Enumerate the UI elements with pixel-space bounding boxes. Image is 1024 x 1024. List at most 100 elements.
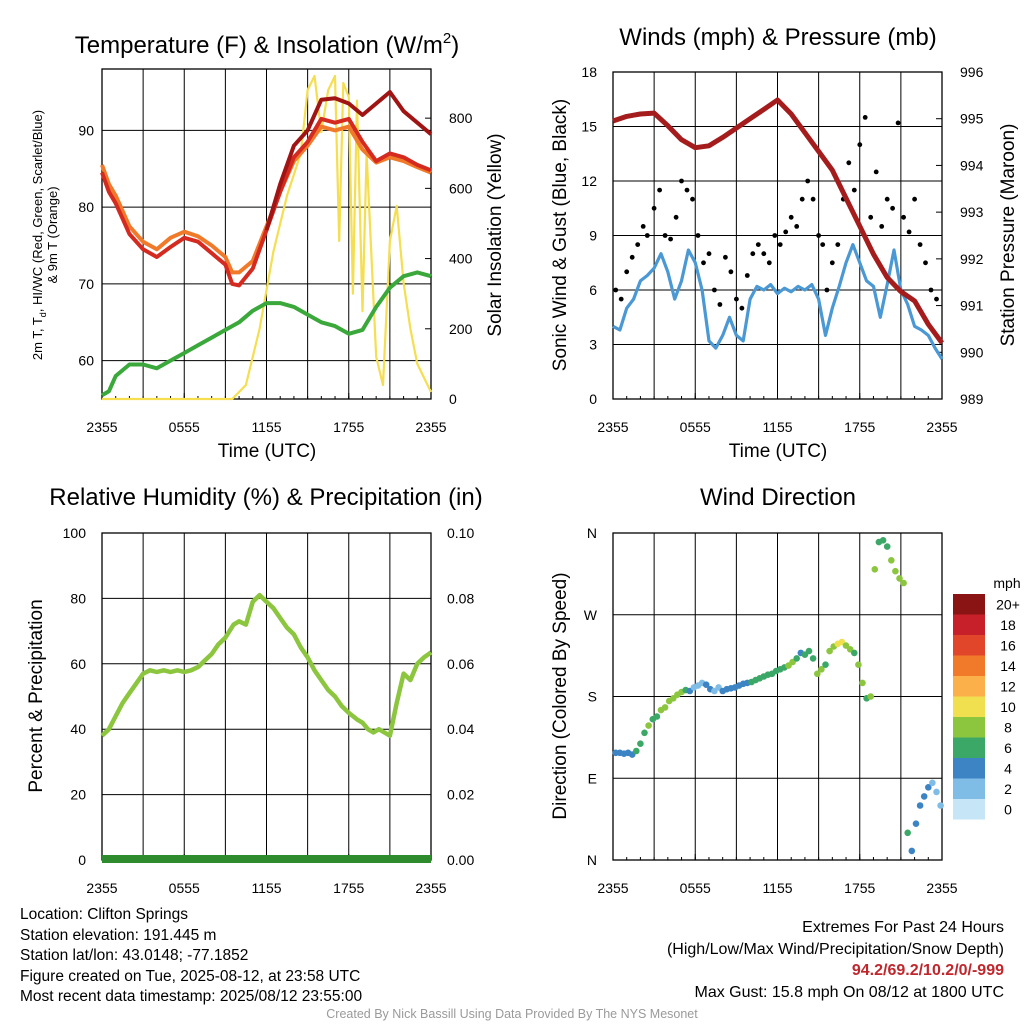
gust-point <box>846 160 852 166</box>
y-tick-label: N <box>587 852 597 868</box>
x-tick-label: 1755 <box>844 880 875 896</box>
speed-colorbar: 0 2 4 6 8 10 12 14 16 18 20+ <box>953 594 1020 820</box>
gust-point <box>734 296 739 302</box>
gust-point <box>923 260 928 266</box>
y-tick-label: 0 <box>78 852 86 868</box>
colorbar-label: 12 <box>1000 678 1016 694</box>
colorbar-swatch <box>953 635 985 656</box>
y2-tick-label: 0.02 <box>447 787 474 803</box>
colorbar-swatch <box>953 758 985 779</box>
gust-point <box>706 251 712 257</box>
gust-point <box>618 296 624 302</box>
insolation-ylabel: Solar Insolation (Yellow) <box>485 133 506 336</box>
y2-tick-label: 0.06 <box>447 656 474 672</box>
direction-point <box>920 793 928 800</box>
direction-point <box>814 670 821 678</box>
direction-point <box>929 779 936 787</box>
y2-tick-label: 0.10 <box>447 525 474 541</box>
gust-point <box>928 287 934 293</box>
temperature-ylabel-line2: & 9m T (Orange) <box>45 186 60 283</box>
y-tick-label: 70 <box>78 276 94 292</box>
gust-point <box>668 236 673 242</box>
gust-point <box>629 254 635 260</box>
direction-point <box>637 740 644 747</box>
gust-point <box>651 205 657 211</box>
direction-panel-title: Wind Direction <box>700 484 856 511</box>
gust-point <box>673 214 679 220</box>
temperature-plot-area: 2355 0555 1155 1755 2355 60 70 80 90 0 200 400 600 80… <box>78 68 473 435</box>
gust-point <box>717 302 723 307</box>
extremes-legend: (High/Low/Max Wind/Precipitation/Snow De… <box>666 940 1004 958</box>
gust-point <box>901 214 906 220</box>
y2-tick-label: 800 <box>449 110 473 126</box>
direction-point <box>851 649 858 657</box>
colorbar-label: 2 <box>1004 781 1012 797</box>
x-tick-label: 2355 <box>926 419 957 435</box>
gust-point <box>857 142 863 148</box>
station-latlon: Station lat/lon: 43.0148; -77.1852 <box>20 947 249 964</box>
colorbar-swatch <box>953 676 985 697</box>
gust-point <box>755 242 761 248</box>
station-location: Location: Clifton Springs <box>20 906 189 923</box>
direction-point <box>888 557 895 564</box>
gust-point <box>690 196 695 202</box>
colorbar-swatch <box>953 655 985 676</box>
gust-point <box>640 224 646 229</box>
direction-point <box>908 847 916 855</box>
gust-point <box>873 169 879 175</box>
y-tick-label: N <box>587 525 597 541</box>
direction-point <box>871 566 879 573</box>
gust-point <box>810 196 816 202</box>
gust-point <box>662 233 668 238</box>
colorbar-swatch <box>953 717 985 738</box>
y-tick-label: 12 <box>581 173 597 189</box>
x-tick-label: 2355 <box>597 419 628 435</box>
y-tick-label: 80 <box>70 590 86 606</box>
direction-point <box>912 820 920 827</box>
y2-tick-label: 996 <box>960 64 984 80</box>
colorbar-label: 6 <box>1004 740 1012 756</box>
direction-point <box>805 647 813 655</box>
extremes-box: Extremes For Past 24 Hours (High/Low/Max… <box>667 917 1004 1003</box>
direction-point <box>859 679 866 687</box>
y-tick-label: W <box>584 607 598 623</box>
y-tick-label: 90 <box>78 122 94 138</box>
gust-point <box>766 260 772 266</box>
x-tick-label: 2355 <box>926 880 957 896</box>
gust-point <box>750 251 756 257</box>
credit-line: Created By Nick Bassill Using Data Provi… <box>326 1007 698 1021</box>
gust-point <box>868 214 874 220</box>
gust-point <box>761 251 767 257</box>
y2-tick-label: 0.08 <box>447 590 474 606</box>
winds-panel-title: Winds (mph) & Pressure (mb) <box>619 24 936 51</box>
humidity-panel: Relative Humidity (%) & Precipitation (i… <box>26 484 483 896</box>
y-tick-label: 20 <box>70 787 86 803</box>
winds-xlabel: Time (UTC) <box>729 441 828 462</box>
series-relative-humidity <box>100 592 433 738</box>
colorbar-label: 14 <box>1000 658 1016 674</box>
y-tick-label: S <box>588 689 597 705</box>
x-tick-label: 2355 <box>86 880 117 896</box>
x-tick-label: 2355 <box>415 880 446 896</box>
gust-point <box>835 242 841 248</box>
extremes-values: 94.2/69.2/10.2/0/-999 <box>851 962 1004 979</box>
y2-tick-label: 993 <box>960 204 984 220</box>
y-tick-label: 60 <box>70 656 86 672</box>
gust-point <box>906 229 912 235</box>
direction-panel: Wind Direction 2355 0555 1155 1755 2355NESWN… <box>550 484 1021 896</box>
direction-point <box>937 802 944 809</box>
direction-point <box>809 655 817 662</box>
series-solar-insolation <box>102 74 432 401</box>
y2-tick-label: 600 <box>449 180 473 196</box>
y2-tick-label: 989 <box>960 391 984 407</box>
x-tick-label: 1155 <box>762 880 792 896</box>
y-tick-label: 100 <box>63 525 87 541</box>
direction-point <box>645 722 652 729</box>
x-tick-label: 0555 <box>680 419 711 435</box>
gust-point <box>744 273 750 278</box>
gust-point <box>739 305 745 311</box>
gust-point <box>613 287 619 293</box>
gust-point <box>895 120 901 126</box>
gust-point <box>820 242 826 248</box>
gust-point <box>794 224 800 229</box>
